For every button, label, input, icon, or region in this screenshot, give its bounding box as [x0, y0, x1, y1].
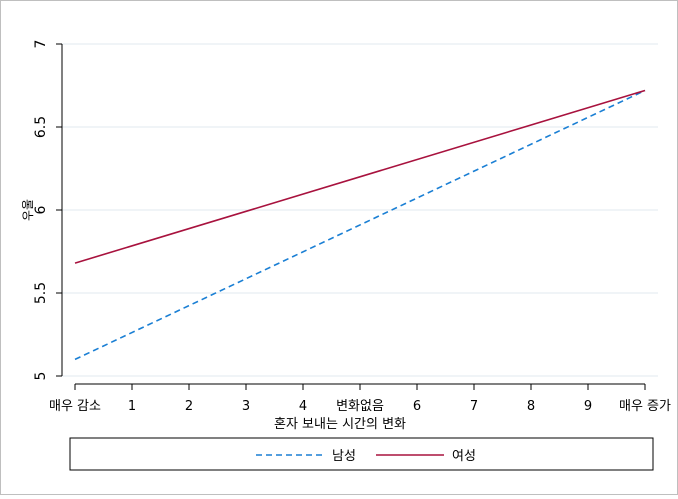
- y-tick-label-4: 7: [33, 40, 49, 49]
- x-tick-label-8: 8: [527, 399, 535, 414]
- x-tick-label-6: 6: [413, 399, 421, 414]
- x-axis-title: 혼자 보내는 시간의 변화: [274, 417, 406, 432]
- legend-label-0: 남성: [332, 449, 356, 464]
- legend-label-1: 여성: [452, 449, 476, 464]
- series-line-1: [74, 89, 646, 264]
- y-tick-label-0: 5: [33, 372, 49, 381]
- x-tick-label-4: 4: [299, 399, 307, 414]
- x-tick-label-9: 9: [584, 399, 592, 414]
- y-tick-label-3: 6.5: [33, 116, 49, 138]
- x-tick-label-5: 변화없음: [336, 399, 384, 414]
- series-line-0: [74, 89, 646, 361]
- x-tick-label-10: 매우 증가: [619, 399, 671, 414]
- x-tick-label-2: 2: [185, 399, 193, 414]
- x-tick-label-0: 매우 감소: [49, 399, 101, 414]
- y-tick-label-1: 5.5: [33, 282, 49, 304]
- y-tick-label-2: 6: [33, 205, 49, 214]
- x-tick-label-1: 1: [128, 399, 136, 414]
- plot-area: [62, 16, 658, 384]
- legend-box: [69, 437, 654, 471]
- x-tick-label-7: 7: [470, 399, 478, 414]
- x-tick-label-3: 3: [242, 399, 250, 414]
- y-axis-title: 우울: [21, 199, 35, 221]
